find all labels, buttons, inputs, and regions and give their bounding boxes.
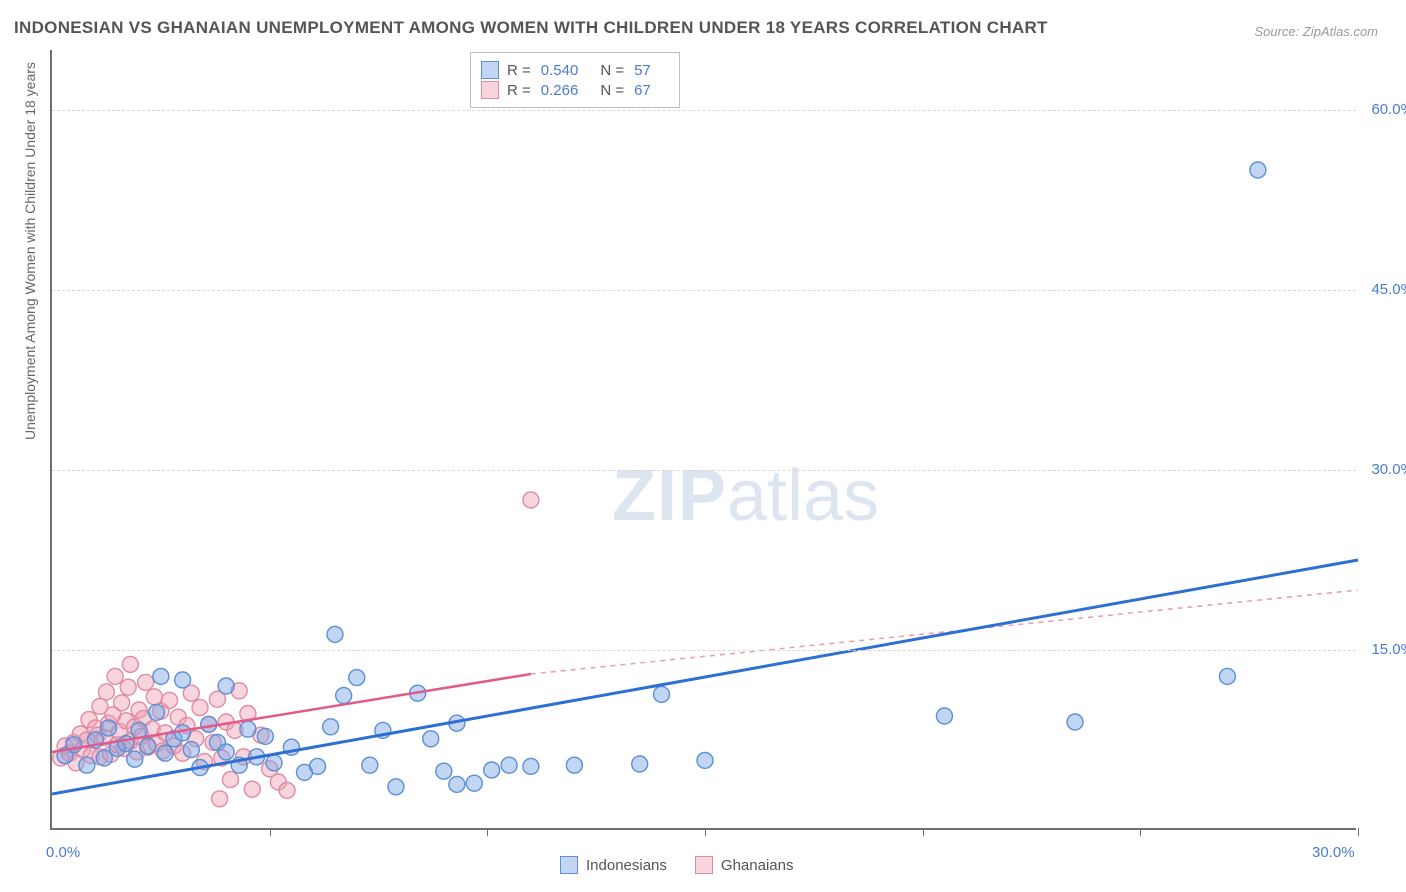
data-point xyxy=(1067,714,1083,730)
legend-n-value: 67 xyxy=(634,82,651,99)
data-point xyxy=(162,692,178,708)
data-point xyxy=(120,679,136,695)
data-point xyxy=(484,762,500,778)
legend-item: Indonesians xyxy=(560,856,667,874)
gridline xyxy=(52,470,1356,471)
y-tick-label: 60.0% xyxy=(1371,101,1406,118)
data-point xyxy=(266,755,282,771)
legend-row: R = 0.266 N = 67 xyxy=(481,81,665,99)
data-point xyxy=(653,686,669,702)
legend-n-label: N = xyxy=(600,62,624,79)
data-point xyxy=(466,775,482,791)
data-point xyxy=(212,791,228,807)
data-point xyxy=(436,763,452,779)
data-point xyxy=(101,720,117,736)
legend-swatch xyxy=(695,856,713,874)
y-axis-label: Unemployment Among Women with Children U… xyxy=(22,62,38,440)
data-point xyxy=(127,751,143,767)
data-point xyxy=(183,742,199,758)
data-point xyxy=(1250,162,1266,178)
data-point xyxy=(107,668,123,684)
legend-n-label: N = xyxy=(600,82,624,99)
data-point xyxy=(122,656,138,672)
y-tick-label: 45.0% xyxy=(1371,281,1406,298)
x-tick-label: 30.0% xyxy=(1312,844,1355,861)
x-tick xyxy=(1358,828,1359,836)
legend-r-label: R = xyxy=(507,62,531,79)
data-point xyxy=(222,772,238,788)
x-tick xyxy=(923,828,924,836)
data-point xyxy=(310,758,326,774)
data-point xyxy=(79,757,95,773)
data-point xyxy=(523,758,539,774)
x-tick xyxy=(270,828,271,836)
legend-label: Ghanaians xyxy=(721,857,794,874)
source-attribution: Source: ZipAtlas.com xyxy=(1254,24,1378,39)
data-point xyxy=(157,745,173,761)
legend-series: Indonesians Ghanaians xyxy=(560,856,793,874)
x-tick xyxy=(487,828,488,836)
x-tick xyxy=(1140,828,1141,836)
data-point xyxy=(148,704,164,720)
legend-label: Indonesians xyxy=(586,857,667,874)
data-point xyxy=(192,700,208,716)
data-point xyxy=(388,779,404,795)
trend-line xyxy=(531,590,1358,674)
data-point xyxy=(362,757,378,773)
legend-r-value: 0.266 xyxy=(541,82,579,99)
legend-item: Ghanaians xyxy=(695,856,794,874)
data-point xyxy=(218,678,234,694)
data-point xyxy=(501,757,517,773)
legend-r-label: R = xyxy=(507,82,531,99)
data-point xyxy=(323,719,339,735)
x-tick-label: 0.0% xyxy=(46,844,80,861)
data-point xyxy=(218,744,234,760)
y-tick-label: 30.0% xyxy=(1371,461,1406,478)
data-point xyxy=(140,738,156,754)
plot-area: ZIPatlas 15.0%30.0%45.0%60.0%0.0%30.0% xyxy=(50,50,1356,830)
data-point xyxy=(336,688,352,704)
data-point xyxy=(240,721,256,737)
data-point xyxy=(153,668,169,684)
data-point xyxy=(244,781,260,797)
legend-swatch xyxy=(481,61,499,79)
y-tick-label: 15.0% xyxy=(1371,641,1406,658)
legend-swatch xyxy=(560,856,578,874)
data-point xyxy=(175,672,191,688)
chart-title: INDONESIAN VS GHANAIAN UNEMPLOYMENT AMON… xyxy=(14,18,1048,38)
plot-svg xyxy=(52,50,1356,828)
data-point xyxy=(349,670,365,686)
data-point xyxy=(632,756,648,772)
legend-n-value: 57 xyxy=(634,62,651,79)
data-point xyxy=(146,689,162,705)
data-point xyxy=(279,782,295,798)
data-point xyxy=(449,776,465,792)
data-point xyxy=(523,492,539,508)
data-point xyxy=(697,752,713,768)
data-point xyxy=(566,757,582,773)
data-point xyxy=(114,695,130,711)
legend-r-value: 0.540 xyxy=(541,62,579,79)
data-point xyxy=(327,626,343,642)
data-point xyxy=(423,731,439,747)
legend-row: R = 0.540 N = 57 xyxy=(481,61,665,79)
data-point xyxy=(1219,668,1235,684)
gridline xyxy=(52,650,1356,651)
gridline xyxy=(52,110,1356,111)
data-point xyxy=(257,728,273,744)
x-tick xyxy=(705,828,706,836)
data-point xyxy=(98,684,114,700)
legend-correlation: R = 0.540 N = 57 R = 0.266 N = 67 xyxy=(470,52,680,108)
gridline xyxy=(52,290,1356,291)
legend-swatch xyxy=(481,81,499,99)
data-point xyxy=(936,708,952,724)
data-point xyxy=(138,674,154,690)
